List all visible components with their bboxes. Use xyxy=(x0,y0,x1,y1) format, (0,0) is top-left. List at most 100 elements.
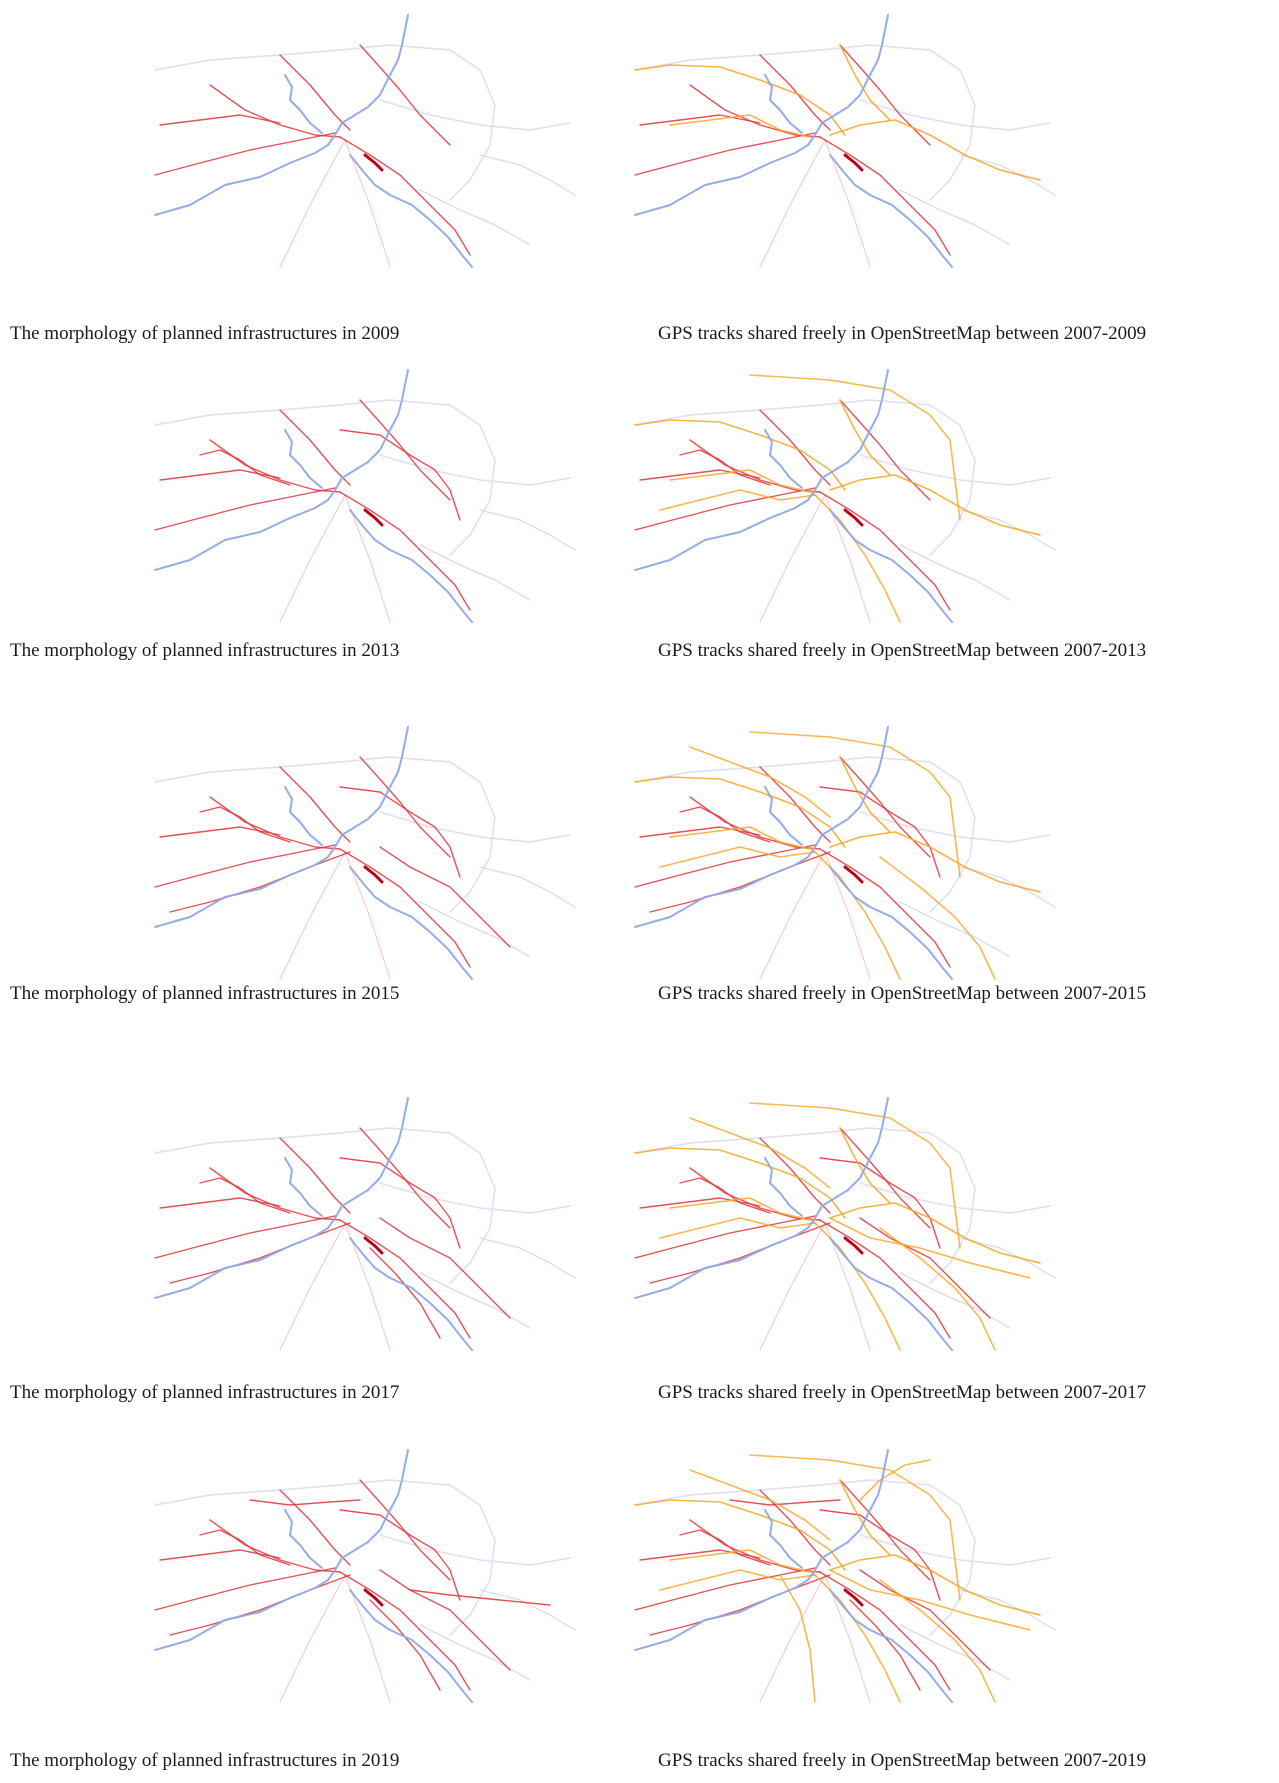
river xyxy=(154,1449,409,1651)
caption-planned-2017: The morphology of planned infrastructure… xyxy=(10,1382,400,1403)
map-canvas-planned-2017 xyxy=(154,1097,576,1351)
gps-track xyxy=(659,489,816,511)
gps-track xyxy=(634,1147,846,1219)
river xyxy=(634,726,889,928)
faint-planned-line xyxy=(279,1574,346,1703)
planned-line xyxy=(839,44,931,146)
planned-line xyxy=(339,786,461,878)
caption-planned-2013: The morphology of planned infrastructure… xyxy=(10,640,400,661)
faint-planned-line xyxy=(344,139,391,268)
gps-track xyxy=(809,1569,901,1703)
gps-track xyxy=(829,1202,1041,1264)
map-planned-2015 xyxy=(150,717,580,982)
gps-track xyxy=(829,119,1041,181)
planned-line xyxy=(249,1499,361,1506)
planned-line xyxy=(359,1479,451,1581)
gps-track xyxy=(839,44,891,121)
gps-track xyxy=(879,856,996,980)
gps-track xyxy=(779,1574,816,1703)
gps-track xyxy=(829,831,1041,893)
planned-dense-segment xyxy=(843,153,864,172)
planned-line xyxy=(839,1479,931,1581)
gps-track xyxy=(879,1227,996,1351)
planned-line xyxy=(199,1529,291,1566)
context-road xyxy=(479,509,576,551)
faint-planned-line xyxy=(344,494,391,623)
gps-track xyxy=(659,1217,816,1239)
caption-gps-2007-2009: GPS tracks shared freely in OpenStreetMa… xyxy=(658,323,1147,344)
gps-track xyxy=(659,846,816,868)
context-road xyxy=(154,1479,496,1636)
context-road xyxy=(419,901,531,958)
gps-track xyxy=(689,746,831,818)
map-canvas-gps-2007-2009 xyxy=(634,14,1056,268)
planned-line xyxy=(209,1167,341,1221)
planned-line xyxy=(339,1157,461,1249)
planned-line xyxy=(169,1574,351,1636)
map-planned-2009 xyxy=(150,5,580,270)
faint-planned-line xyxy=(279,1222,346,1351)
river xyxy=(764,786,803,846)
gps-track xyxy=(634,776,846,848)
river xyxy=(349,154,473,268)
faint-planned-line xyxy=(759,851,826,980)
context-road xyxy=(899,901,1011,958)
river xyxy=(154,369,409,571)
map-canvas-gps-2007-2017 xyxy=(634,1097,1056,1351)
planned-line xyxy=(689,1167,821,1221)
context-road xyxy=(899,1624,1011,1681)
planned-line xyxy=(369,1599,441,1691)
map-canvas-gps-2007-2015 xyxy=(634,726,1056,980)
river xyxy=(829,866,953,980)
map-gps-2007-2013 xyxy=(630,360,1060,625)
planned-line xyxy=(209,84,341,138)
gps-track xyxy=(809,846,901,980)
planned-line xyxy=(339,491,471,611)
gps-track xyxy=(839,399,891,476)
context-road xyxy=(379,454,571,486)
planned-line xyxy=(634,487,816,531)
context-road xyxy=(379,99,571,131)
context-road xyxy=(634,399,976,556)
context-road xyxy=(419,1624,531,1681)
planned-line xyxy=(649,851,831,913)
faint-planned-line xyxy=(824,494,871,623)
planned-line xyxy=(679,806,771,843)
planned-dense-segment xyxy=(363,508,384,527)
gps-track xyxy=(879,1579,996,1703)
gps-track xyxy=(809,1217,901,1351)
planned-line xyxy=(839,399,931,501)
planned-line xyxy=(199,1177,291,1214)
planned-line xyxy=(634,1567,816,1611)
river xyxy=(764,1509,803,1569)
planned-line xyxy=(819,1571,951,1691)
context-road xyxy=(154,44,496,201)
planned-line xyxy=(649,1574,831,1636)
faint-planned-line xyxy=(824,1222,871,1351)
faint-planned-line xyxy=(759,1222,826,1351)
faint-planned-line xyxy=(344,1222,391,1351)
gps-track xyxy=(689,1117,831,1189)
caption-planned-2019: The morphology of planned infrastructure… xyxy=(10,1750,400,1771)
context-road xyxy=(634,756,976,913)
river xyxy=(634,369,889,571)
planned-dense-segment xyxy=(363,1588,384,1607)
planned-line xyxy=(819,491,951,611)
planned-line xyxy=(849,1599,921,1691)
planned-line xyxy=(209,439,341,493)
river xyxy=(284,1157,323,1217)
planned-line xyxy=(689,1519,821,1573)
planned-line xyxy=(679,449,771,486)
planned-dense-segment xyxy=(843,508,864,527)
context-road xyxy=(379,1182,571,1214)
river xyxy=(764,1157,803,1217)
context-road xyxy=(959,1589,1056,1631)
planned-line xyxy=(859,1217,991,1319)
context-road xyxy=(959,866,1056,908)
gps-track xyxy=(634,64,846,136)
gps-track xyxy=(829,474,1041,536)
map-gps-2007-2017 xyxy=(630,1088,1060,1353)
faint-planned-line xyxy=(279,494,346,623)
river xyxy=(349,509,473,623)
context-road xyxy=(859,1182,1051,1214)
